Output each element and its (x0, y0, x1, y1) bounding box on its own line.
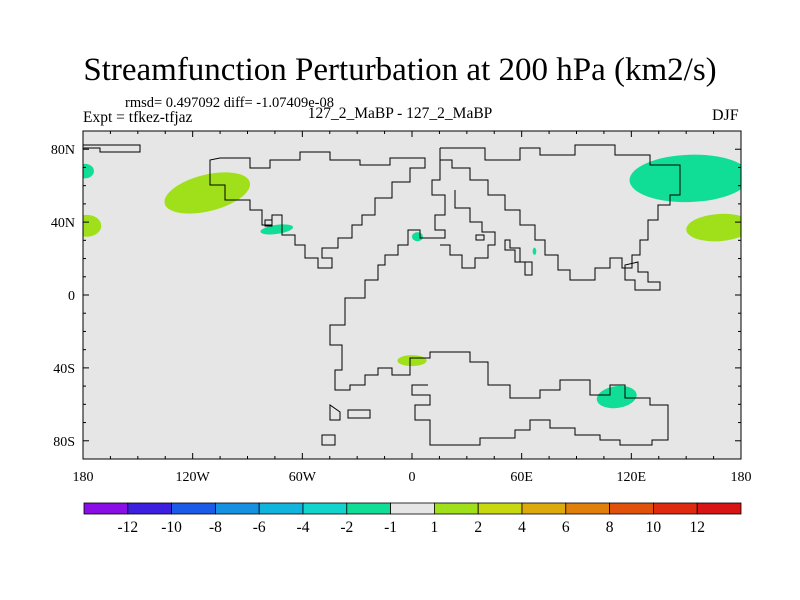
coastline (504, 239, 533, 276)
y-tick-label: 40N (51, 216, 75, 231)
coastlines (83, 144, 681, 446)
colorbar-swatch (83, 502, 129, 515)
coastline (264, 219, 273, 227)
tick-marks (82, 131, 742, 459)
anomaly-region (686, 213, 741, 242)
y-tick-label: 80N (51, 143, 75, 158)
anomaly-region (83, 163, 94, 179)
colorbar-swatch (346, 502, 391, 515)
x-tick-label: 60E (510, 470, 533, 485)
colorbar-label: 8 (606, 519, 614, 536)
anomaly-region (629, 154, 741, 203)
colorbar-label: 10 (646, 519, 662, 536)
chart-title: Streamfunction Perturbation at 200 hPa (… (83, 52, 717, 88)
colorbar-swatch (171, 502, 216, 515)
anomaly-layer (83, 154, 741, 409)
anomaly-region (164, 172, 251, 214)
coastline (83, 144, 141, 153)
coastline (329, 148, 669, 446)
coastline (475, 234, 485, 241)
colorbar-swatch (565, 502, 610, 515)
colorbar-swatch (390, 502, 435, 515)
colorbar-label: -10 (161, 519, 182, 536)
colorbar-label: 1 (431, 519, 439, 536)
coastline (440, 144, 681, 281)
colorbar-label: -8 (209, 519, 222, 536)
colorbar-swatch (653, 502, 698, 515)
colorbar-swatch (258, 502, 304, 515)
anomaly-region (397, 355, 427, 367)
x-tick-label: 180 (731, 470, 752, 485)
colorbar-label: 4 (518, 519, 526, 536)
season-label: DJF (712, 107, 739, 124)
x-tick-label: 60W (289, 470, 317, 485)
x-tick-label: 120E (617, 470, 647, 485)
colorbar-swatch (696, 502, 742, 515)
rmsd-stats: rmsd= 0.497092 diff= -1.07409e-08 (125, 95, 334, 111)
colorbar-swatch (433, 502, 479, 515)
y-tick-label: 40S (53, 362, 75, 377)
colorbar-swatch (521, 502, 567, 515)
colorbar-label: 2 (474, 519, 482, 536)
x-tick-label: 0 (409, 470, 416, 485)
colorbar-swatch (127, 502, 173, 515)
anomaly-region (83, 214, 102, 237)
coastline (347, 409, 371, 419)
colorbar-swatch (609, 502, 654, 515)
colorbar-label: -6 (253, 519, 266, 536)
coastline (624, 261, 661, 291)
anomaly-region (412, 232, 423, 242)
anomaly-region (596, 385, 637, 409)
anomaly-region (260, 224, 294, 235)
colorbar-label: 12 (689, 519, 705, 536)
colorbar-swatch (214, 502, 260, 515)
y-tick-label: 0 (68, 289, 75, 304)
anomaly-region (532, 247, 537, 255)
colorbar-label: 6 (562, 519, 570, 536)
comparison-label: 127_2_MaBP - 127_2_MaBP (307, 105, 493, 122)
colorbar-label: -2 (340, 519, 353, 536)
colorbar-swatch (477, 502, 523, 515)
x-tick-label: 120W (176, 470, 211, 485)
coastline (329, 404, 341, 421)
colorbar-label: -12 (117, 519, 138, 536)
coastline (440, 190, 496, 269)
colorbar-label: -4 (297, 519, 310, 536)
x-tick-label: 180 (73, 470, 94, 485)
coastline (321, 434, 336, 446)
colorbar-swatch (302, 502, 348, 515)
y-tick-label: 80S (53, 435, 75, 450)
colorbar-label: -1 (384, 519, 397, 536)
experiment-label: Expt = tfkez-tfjaz (83, 109, 193, 126)
